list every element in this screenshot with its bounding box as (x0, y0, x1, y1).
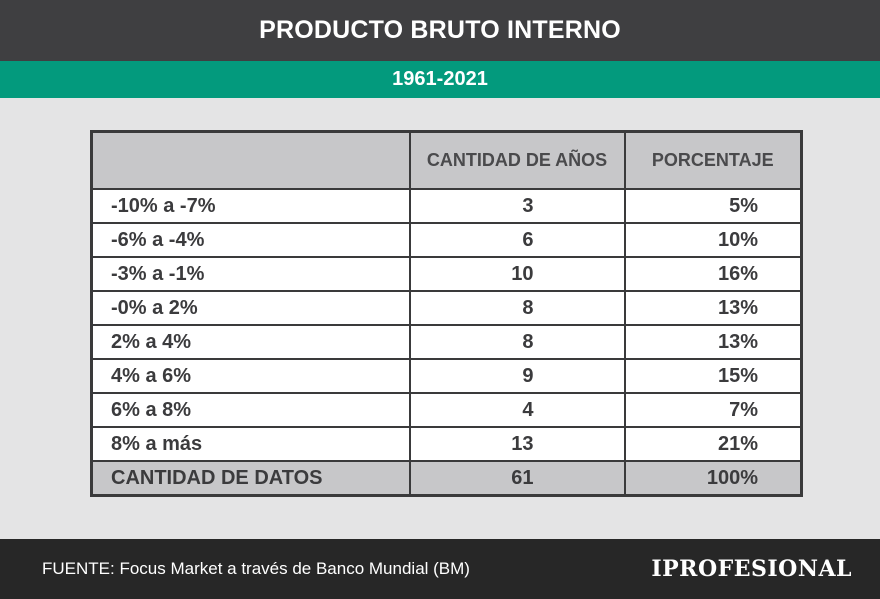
data-table-container: CANTIDAD DE AÑOS PORCENTAJE -10% a -7% 3 5… (90, 130, 803, 498)
total-percentage-cell: 100% (623, 460, 803, 497)
range-cell: 4% a 6% (90, 358, 411, 394)
table-row: -0% a 2% 8 13% (90, 290, 803, 326)
count-cell: 13 (408, 426, 626, 462)
footer: FUENTE: Focus Market a través de Banco M… (0, 539, 880, 599)
table-total-row: CANTIDAD DE DATOS 61 100% (90, 460, 803, 497)
header-count: CANTIDAD DE AÑOS (408, 130, 626, 190)
range-cell: -6% a -4% (90, 222, 411, 258)
table-row: -10% a -7% 3 5% (90, 188, 803, 224)
range-cell: -0% a 2% (90, 290, 411, 326)
header-percentage: PORCENTAJE (623, 130, 803, 190)
table-row: 4% a 6% 9 15% (90, 358, 803, 394)
count-cell: 9 (408, 358, 626, 394)
count-cell: 6 (408, 222, 626, 258)
count-cell: 8 (408, 324, 626, 360)
count-cell: 10 (408, 256, 626, 292)
subtitle-bar: 1961-2021 (0, 61, 880, 98)
percentage-cell: 10% (623, 222, 803, 258)
table-row: -3% a -1% 10 16% (90, 256, 803, 292)
percentage-cell: 15% (623, 358, 803, 394)
table-row: -6% a -4% 6 10% (90, 222, 803, 258)
count-cell: 4 (408, 392, 626, 428)
table-header-row: CANTIDAD DE AÑOS PORCENTAJE (90, 130, 803, 190)
range-cell: -3% a -1% (90, 256, 411, 292)
percentage-cell: 5% (623, 188, 803, 224)
table-row: 2% a 4% 8 13% (90, 324, 803, 360)
table-row: 6% a 8% 4 7% (90, 392, 803, 428)
percentage-cell: 7% (623, 392, 803, 428)
iprofesional-logo: IPROFESIONAL (651, 556, 852, 582)
source-note: FUENTE: Focus Market a través de Banco M… (42, 559, 470, 578)
page-subtitle: 1961-2021 (392, 68, 488, 90)
count-cell: 8 (408, 290, 626, 326)
total-count-cell: 61 (408, 460, 626, 497)
range-cell: 8% a más (90, 426, 411, 462)
table-row: 8% a más 13 21% (90, 426, 803, 462)
data-table: CANTIDAD DE AÑOS PORCENTAJE -10% a -7% 3 5… (90, 130, 803, 497)
header-range (90, 130, 411, 190)
percentage-cell: 13% (623, 324, 803, 360)
count-cell: 3 (408, 188, 626, 224)
percentage-cell: 13% (623, 290, 803, 326)
page-title: PRODUCTO BRUTO INTERNO (259, 16, 621, 44)
range-cell: -10% a -7% (90, 188, 411, 224)
range-cell: 2% a 4% (90, 324, 411, 360)
percentage-cell: 16% (623, 256, 803, 292)
title-bar: PRODUCTO BRUTO INTERNO (0, 0, 880, 61)
total-label-cell: CANTIDAD DE DATOS (90, 460, 411, 497)
percentage-cell: 21% (623, 426, 803, 462)
range-cell: 6% a 8% (90, 392, 411, 428)
